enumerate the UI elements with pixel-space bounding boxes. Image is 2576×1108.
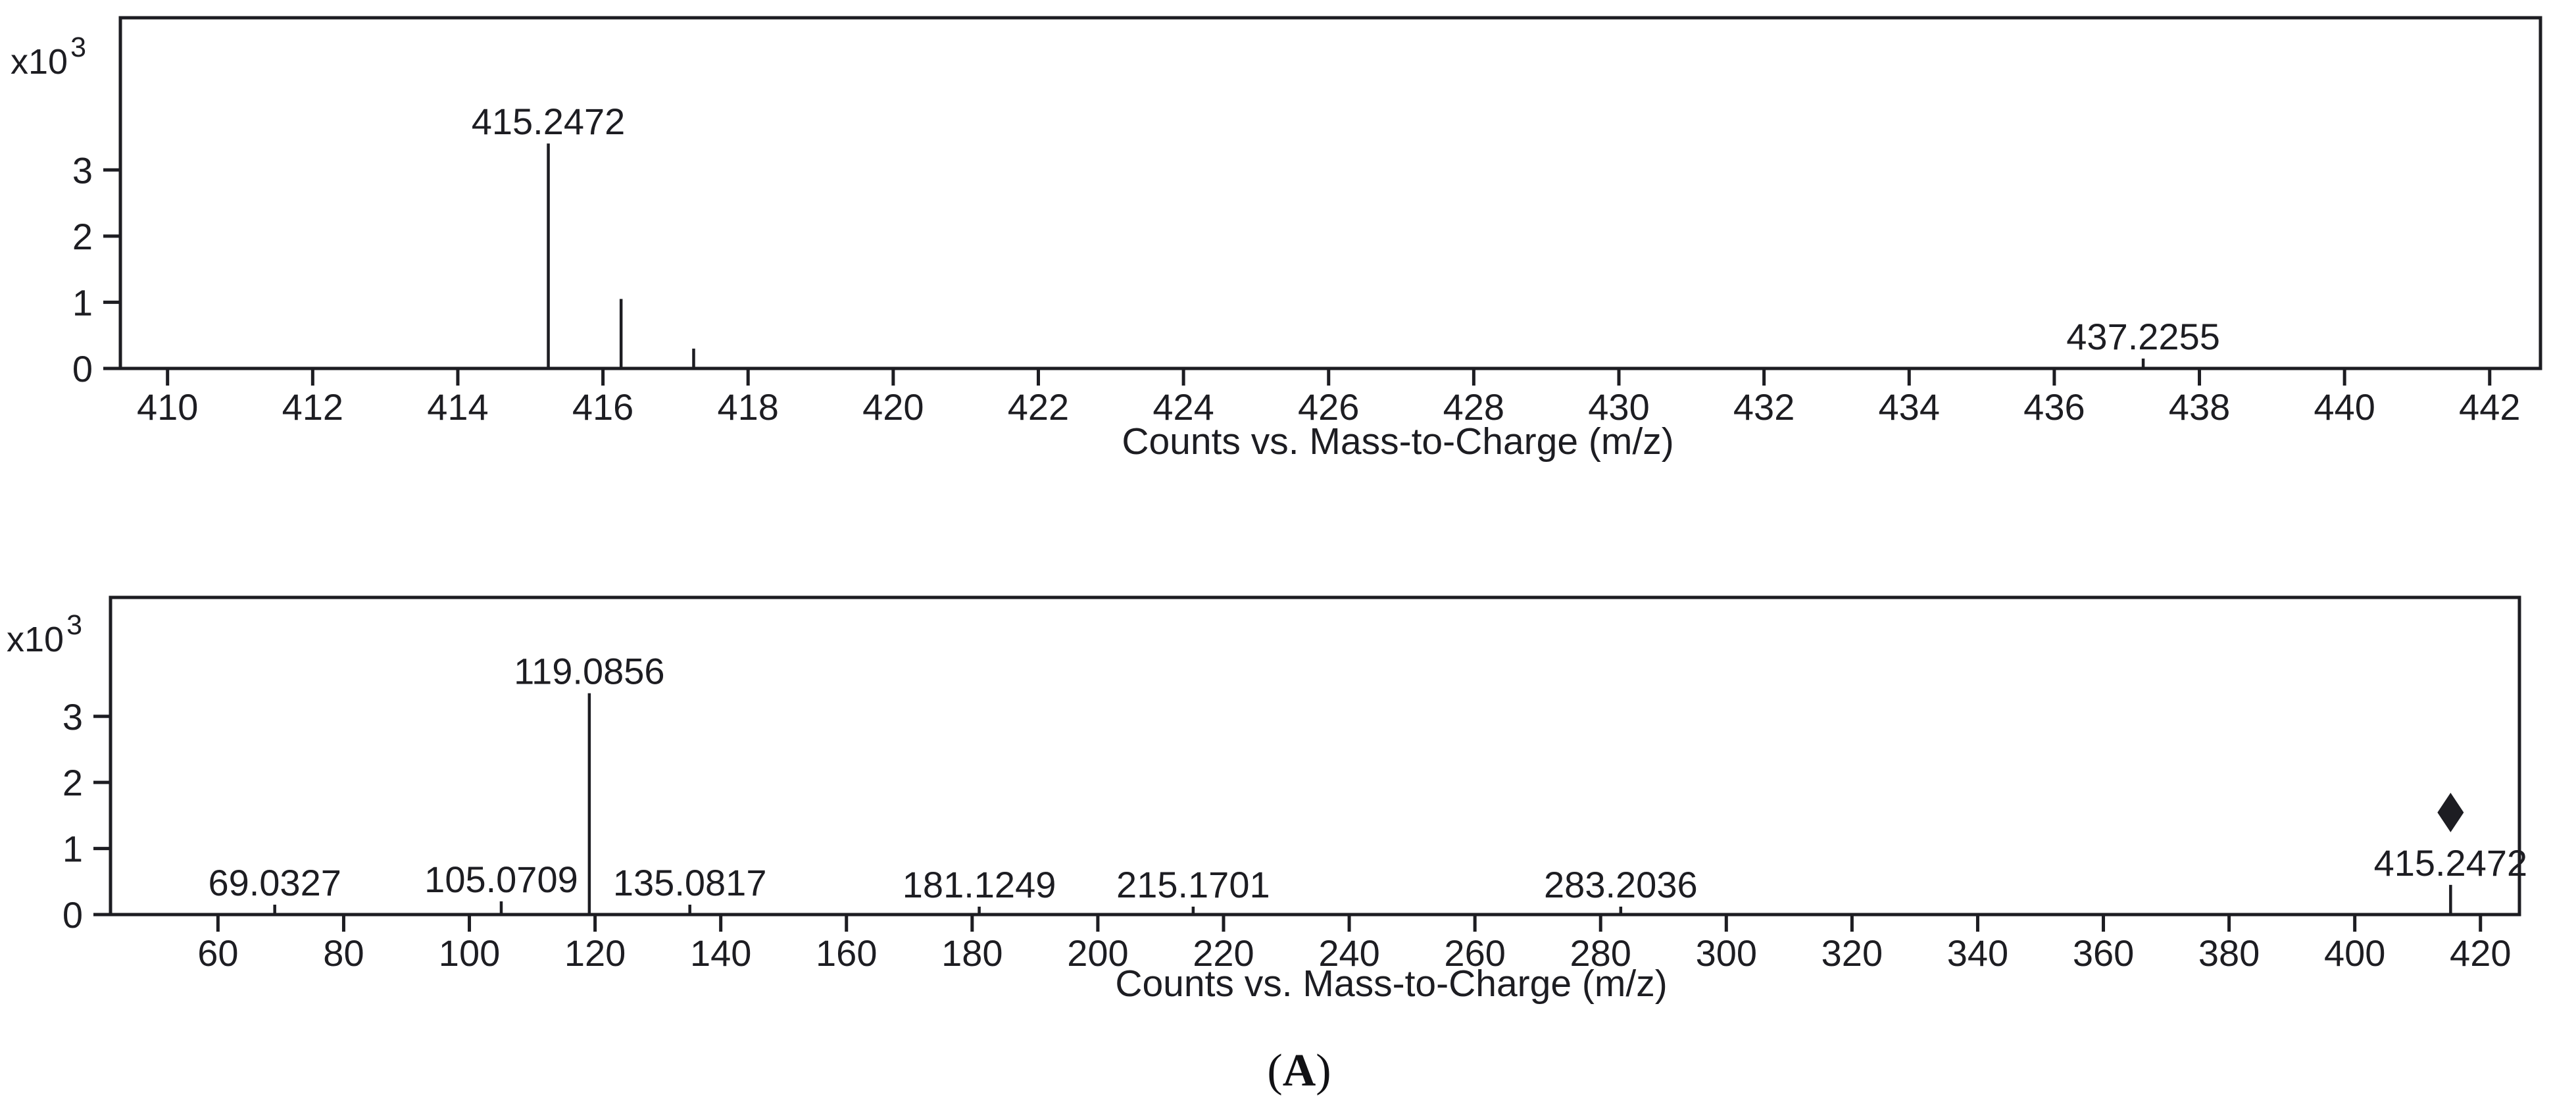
- peak-label: 181.1249: [903, 864, 1056, 905]
- x-tick-label: 140: [690, 932, 751, 974]
- x-tick-label: 424: [1152, 386, 1214, 428]
- y-tick-label: 3: [62, 696, 83, 738]
- x-tick-label: 400: [2324, 932, 2385, 974]
- y-tick-label: 3: [72, 149, 93, 191]
- x-tick-label: 430: [1588, 386, 1649, 428]
- x-tick-label: 412: [282, 386, 343, 428]
- x-tick-label: 416: [572, 386, 633, 428]
- peak-label: 69.0327: [208, 862, 341, 903]
- x-tick-label: 420: [2450, 932, 2511, 974]
- x-tick-label: 360: [2073, 932, 2134, 974]
- precursor-ion-diamond-icon: [2437, 792, 2464, 832]
- ms1-plot: 410 412 414 416 418 420 422 424 426 428 430 432 434 4…: [72, 16, 2542, 428]
- y-tick-label: 1: [62, 828, 83, 870]
- x-tick-label: 434: [1879, 386, 1940, 428]
- x-tick-label: 436: [2023, 386, 2085, 428]
- peak-label: 437.2255: [2066, 316, 2220, 357]
- peak-label: 119.0856: [514, 651, 664, 692]
- x-tick-label: 160: [816, 932, 877, 974]
- peak-label: 105.0709: [424, 859, 578, 900]
- y-tick-label: 0: [62, 894, 83, 936]
- peak-label: 135.0817: [613, 862, 767, 903]
- ms2-y-scale-label: x103: [7, 609, 82, 659]
- peak-label: 415.2472: [2374, 842, 2528, 884]
- x-tick-label: 414: [427, 386, 488, 428]
- x-tick-label: 240: [1318, 932, 1379, 974]
- ms2-x-axis-title: Counts vs. Mass-to-Charge (m/z): [1115, 963, 1667, 1005]
- x-tick-label: 180: [941, 932, 1003, 974]
- ms1-y-scale-label: x103: [11, 32, 86, 82]
- x-tick-label: 100: [439, 932, 500, 974]
- x-tick-label: 440: [2314, 386, 2375, 428]
- x-tick-label: 320: [1821, 932, 1883, 974]
- x-tick-label: 380: [2198, 932, 2260, 974]
- x-tick-label: 426: [1298, 386, 1359, 428]
- x-tick-label: 120: [564, 932, 626, 974]
- x-tick-label: 442: [2459, 386, 2520, 428]
- x-tick-label: 428: [1443, 386, 1504, 428]
- y-tick-label: 2: [62, 762, 83, 803]
- figure-caption: (A): [1267, 1045, 1331, 1096]
- x-tick-label: 438: [2169, 386, 2230, 428]
- x-tick-label: 80: [323, 932, 364, 974]
- peak-label: 215.1701: [1116, 864, 1270, 905]
- ms1-x-axis-title: Counts vs. Mass-to-Charge (m/z): [1122, 420, 1673, 463]
- x-tick-label: 200: [1067, 932, 1128, 974]
- x-tick-label: 418: [718, 386, 779, 428]
- x-tick-label: 60: [197, 932, 238, 974]
- x-tick-label: 410: [137, 386, 198, 428]
- plot-border: [109, 595, 2521, 917]
- x-tick-label: 422: [1008, 386, 1069, 428]
- peak-label: 415.2472: [472, 101, 626, 142]
- ms2-plot: 60 80 100 120 140 160 180 200 220 240 260 280 300 320…: [62, 595, 2528, 974]
- x-tick-label: 420: [862, 386, 924, 428]
- y-tick-label: 1: [72, 282, 93, 323]
- plot-border: [118, 16, 2542, 370]
- x-tick-label: 260: [1444, 932, 1505, 974]
- y-tick-label: 2: [72, 216, 93, 257]
- x-tick-label: 280: [1570, 932, 1631, 974]
- x-tick-label: 432: [1733, 386, 1795, 428]
- x-tick-label: 300: [1696, 932, 1757, 974]
- peak-label: 283.2036: [1544, 864, 1698, 905]
- x-tick-label: 220: [1193, 932, 1254, 974]
- x-tick-label: 340: [1947, 932, 2008, 974]
- y-tick-label: 0: [72, 348, 93, 390]
